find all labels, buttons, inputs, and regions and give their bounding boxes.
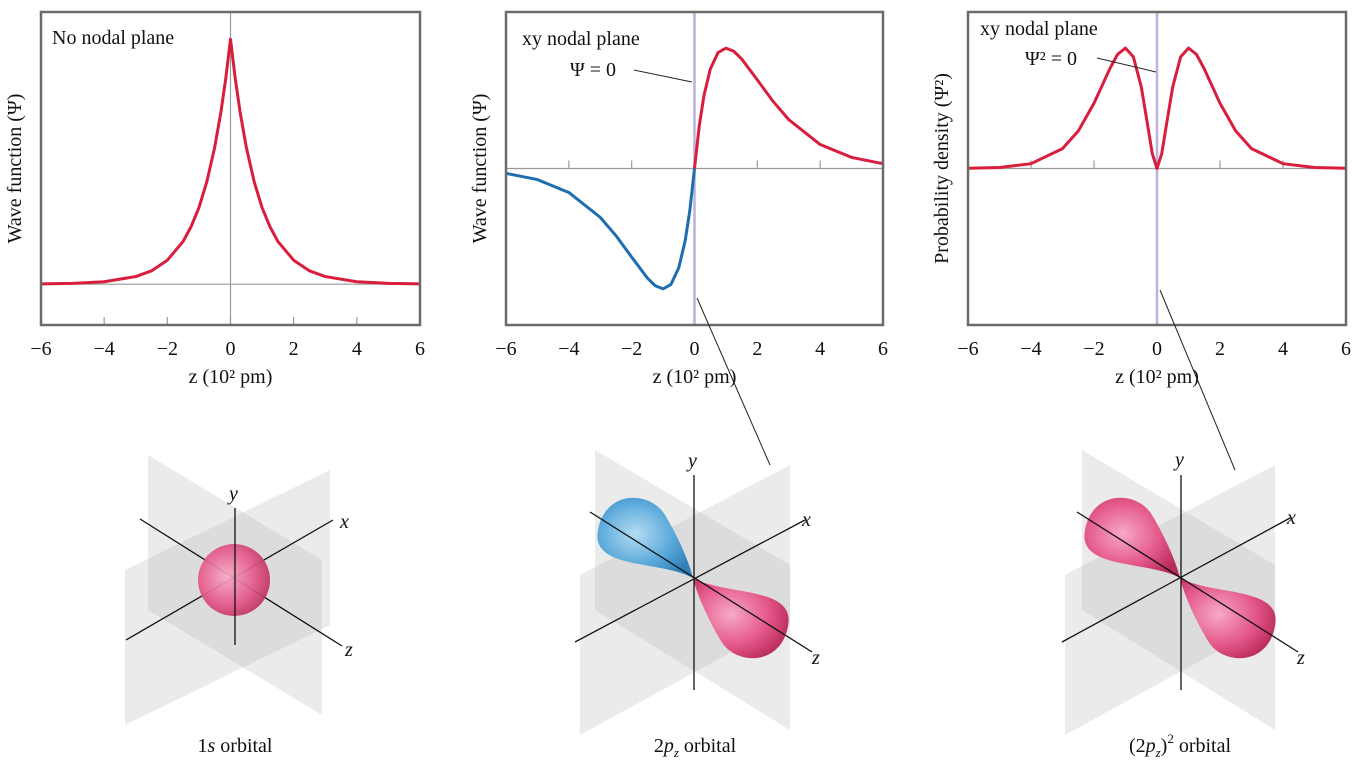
plot-frame bbox=[504, 10, 885, 327]
x-tick-label: −6 bbox=[495, 338, 516, 360]
orbital-2pz: x y z 2pz orbital bbox=[574, 450, 820, 760]
chart: −6 −4 −2 0 2 4 6 z (10² pm) Wave function (Ψ) xy … bbox=[469, 10, 888, 388]
data-line bbox=[967, 46, 1347, 170]
leader-line bbox=[696, 297, 771, 466]
x-axis-label: z (10² pm) bbox=[189, 366, 273, 388]
x-tick-label: 0 bbox=[1152, 338, 1162, 360]
axis-letter: z bbox=[344, 639, 353, 661]
leader-line bbox=[1159, 289, 1236, 471]
data-line bbox=[693, 46, 884, 169]
x-tick-label: 6 bbox=[878, 338, 888, 360]
chart: −6 −4 −2 0 2 4 6 z (10² pm) Probability density … bbox=[931, 10, 1351, 388]
axis-letter: z bbox=[811, 647, 820, 669]
annotation: Ψ² = 0 bbox=[1025, 48, 1077, 70]
x-tick-label: 0 bbox=[690, 338, 700, 360]
data-line bbox=[505, 168, 696, 291]
charts: −6 −4 −2 0 2 4 6 z (10² pm) Wave function (Ψ) No … bbox=[4, 10, 1351, 388]
x-tick-label: −6 bbox=[957, 338, 978, 360]
annotation: xy nodal plane bbox=[980, 18, 1098, 40]
annotation: Ψ = 0 bbox=[570, 59, 616, 81]
caption: 2pz orbital bbox=[654, 735, 737, 760]
leader-line bbox=[1096, 57, 1157, 73]
axis-letter: y bbox=[1173, 449, 1184, 471]
orbital-2pz-squared: x y z (2pz)2 orbital bbox=[1061, 449, 1305, 760]
data-line bbox=[40, 37, 421, 286]
x-axis-label: z (10² pm) bbox=[653, 366, 737, 388]
x-tick-label: −4 bbox=[94, 338, 115, 360]
x-tick-label: −2 bbox=[621, 338, 642, 360]
caption: (2pz)2 orbital bbox=[1129, 731, 1232, 760]
orbital-1s: x y z 1s orbital bbox=[125, 455, 353, 757]
x-tick-label: −4 bbox=[558, 338, 579, 360]
x-tick-label: 6 bbox=[415, 338, 425, 360]
y-axis-label: Wave function (Ψ) bbox=[4, 94, 26, 244]
leader-line bbox=[633, 69, 693, 83]
x-axis-label: z (10² pm) bbox=[1115, 366, 1199, 388]
x-tick-label: 6 bbox=[1341, 338, 1351, 360]
axis-letter: y bbox=[686, 450, 697, 472]
annotation: xy nodal plane bbox=[522, 28, 640, 50]
axis-letter: z bbox=[1296, 647, 1305, 669]
y-axis-label: Wave function (Ψ) bbox=[469, 94, 491, 244]
x-tick-label: −2 bbox=[157, 338, 178, 360]
x-tick-label: 4 bbox=[815, 338, 825, 360]
x-tick-label: −2 bbox=[1083, 338, 1104, 360]
axis-letter: x bbox=[1286, 507, 1296, 529]
x-tick-label: −6 bbox=[30, 338, 51, 360]
y-axis-label: Probability density (Ψ²) bbox=[931, 73, 953, 264]
x-tick-label: 4 bbox=[352, 338, 362, 360]
x-tick-label: 0 bbox=[226, 338, 236, 360]
axis-letter: x bbox=[801, 509, 811, 531]
plot-frame bbox=[39, 10, 422, 327]
caption: 1s orbital bbox=[197, 735, 272, 757]
x-tick-label: 2 bbox=[752, 338, 762, 360]
x-tick-label: 4 bbox=[1278, 338, 1288, 360]
x-tick-label: 2 bbox=[289, 338, 299, 360]
x-tick-label: 2 bbox=[1215, 338, 1225, 360]
chart: −6 −4 −2 0 2 4 6 z (10² pm) Wave function (Ψ) No … bbox=[4, 10, 425, 388]
axis-letter: x bbox=[339, 511, 349, 533]
annotation: No nodal plane bbox=[52, 27, 174, 49]
plot-frame bbox=[966, 10, 1348, 327]
x-tick-label: −4 bbox=[1020, 338, 1041, 360]
axis-letter: y bbox=[227, 483, 238, 505]
